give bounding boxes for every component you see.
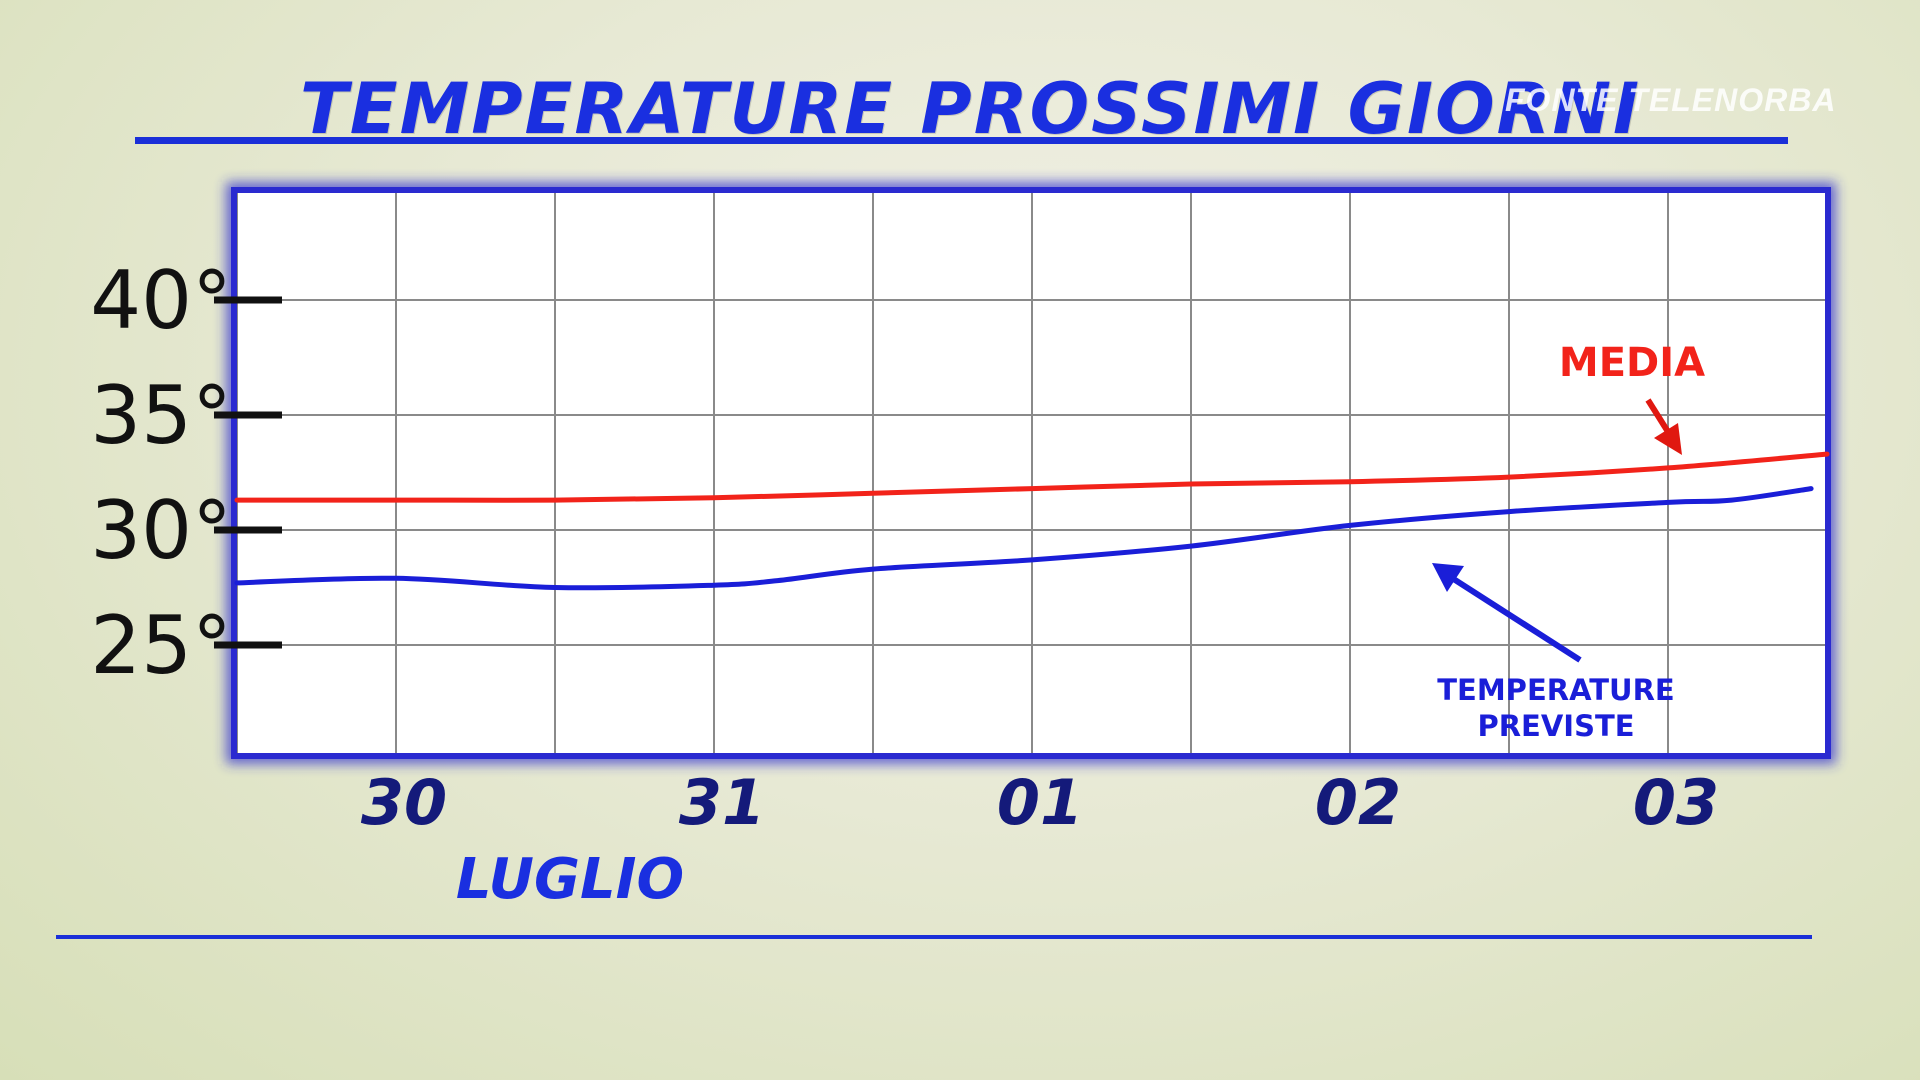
y-tick-label: 35° bbox=[90, 369, 232, 462]
plot-frame bbox=[231, 187, 1831, 759]
media-arrow bbox=[1645, 398, 1682, 455]
x-tick-label: 01 bbox=[997, 766, 1083, 839]
x-tick-label: 30 bbox=[361, 766, 447, 839]
chart-title: TEMPERATURE PROSSIMI GIORNI bbox=[300, 68, 1642, 150]
x-tick-label: 31 bbox=[679, 766, 765, 839]
bottom-rule bbox=[56, 935, 1812, 939]
previste-annotation-line2: PREVISTE bbox=[1477, 709, 1634, 743]
x-tick-label: 03 bbox=[1633, 766, 1719, 839]
channel-watermark: FONTE TELENORBA bbox=[1505, 82, 1837, 118]
previste-series-line bbox=[234, 486, 1814, 591]
y-tick-label: 40° bbox=[90, 254, 232, 347]
x-axis: 30 31 01 02 03 bbox=[361, 766, 1719, 839]
y-tick-label: 30° bbox=[90, 484, 232, 577]
y-axis: 25° 30° 35° 40° bbox=[90, 254, 282, 692]
previste-arrow bbox=[1432, 563, 1582, 663]
x-axis-label: LUGLIO bbox=[456, 847, 684, 912]
media-series-line bbox=[234, 451, 1830, 503]
previste-annotation-line1: TEMPERATURE bbox=[1437, 673, 1675, 707]
title-underline bbox=[135, 137, 1788, 144]
media-annotation-label: MEDIA bbox=[1559, 340, 1705, 386]
x-tick-label: 02 bbox=[1315, 766, 1401, 839]
y-tick-label: 25° bbox=[90, 599, 232, 692]
series-layer bbox=[234, 451, 1830, 591]
